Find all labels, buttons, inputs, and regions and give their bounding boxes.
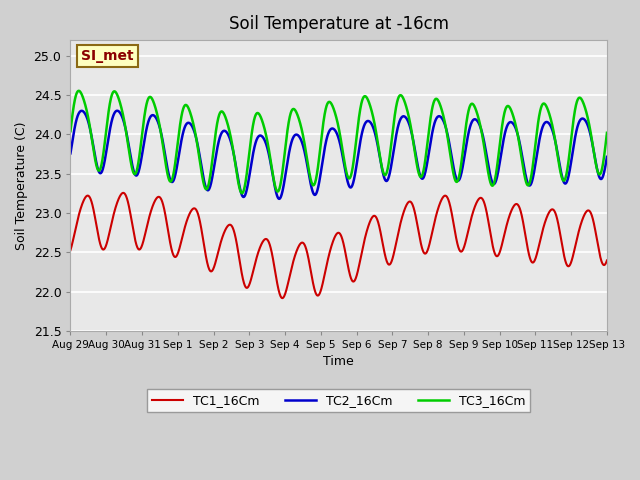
TC2_16Cm: [593, 165, 600, 170]
TC3_16Cm: [593, 165, 600, 171]
TC3_16Cm: [75, 88, 83, 94]
TC1_16Cm: [535, 243, 543, 249]
TC3_16Cm: [296, 119, 303, 125]
TC2_16Cm: [67, 150, 74, 156]
Title: Soil Temperature at -16cm: Soil Temperature at -16cm: [228, 15, 449, 33]
TC2_16Cm: [275, 196, 283, 202]
Legend: TC1_16Cm, TC2_16Cm, TC3_16Cm: TC1_16Cm, TC2_16Cm, TC3_16Cm: [147, 389, 531, 412]
TC1_16Cm: [120, 190, 127, 196]
TC2_16Cm: [128, 160, 136, 166]
TC3_16Cm: [128, 164, 136, 170]
TC2_16Cm: [273, 191, 280, 196]
Line: TC1_16Cm: TC1_16Cm: [70, 193, 607, 298]
TC1_16Cm: [296, 241, 303, 247]
TC3_16Cm: [273, 188, 280, 193]
Text: SI_met: SI_met: [81, 49, 134, 63]
TC1_16Cm: [67, 247, 74, 253]
TC2_16Cm: [535, 139, 543, 145]
TC1_16Cm: [273, 276, 280, 281]
TC1_16Cm: [278, 295, 286, 301]
TC1_16Cm: [593, 236, 600, 241]
Line: TC3_16Cm: TC3_16Cm: [70, 91, 607, 193]
TC1_16Cm: [160, 204, 168, 210]
TC1_16Cm: [128, 219, 136, 225]
TC2_16Cm: [296, 134, 303, 140]
TC3_16Cm: [160, 147, 168, 153]
X-axis label: Time: Time: [323, 355, 354, 369]
TC2_16Cm: [603, 154, 611, 160]
TC2_16Cm: [160, 144, 168, 149]
TC2_16Cm: [113, 108, 121, 114]
Line: TC2_16Cm: TC2_16Cm: [70, 111, 607, 199]
Y-axis label: Soil Temperature (C): Soil Temperature (C): [15, 121, 28, 250]
TC3_16Cm: [535, 114, 543, 120]
TC3_16Cm: [238, 191, 246, 196]
TC3_16Cm: [67, 128, 74, 134]
TC1_16Cm: [603, 258, 611, 264]
TC3_16Cm: [603, 130, 611, 136]
